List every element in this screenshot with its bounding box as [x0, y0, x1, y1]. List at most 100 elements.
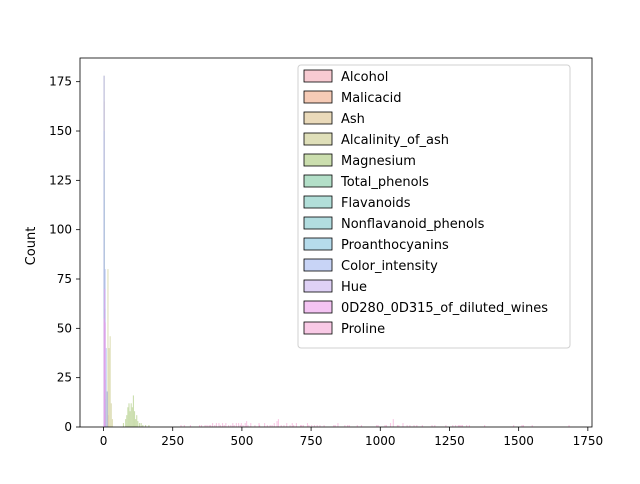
y-tick-label-75: 75 [57, 272, 72, 286]
bar-Proline-70 [392, 419, 394, 427]
series-Hue [103, 75, 105, 427]
bar-Proline-4 [200, 425, 203, 427]
x-tick-label-750: 750 [300, 434, 323, 448]
legend-swatch-Nonflavanoid_phenols [303, 216, 333, 230]
bar-Proline-81 [445, 425, 447, 427]
bar-Proline-3 [199, 425, 201, 427]
bar-Proline-89 [468, 425, 470, 427]
bar-Proline-8 [210, 425, 212, 427]
bar-Proline-36 [271, 425, 273, 427]
bar-Proline-67 [384, 425, 386, 427]
bar-Proline-32 [259, 425, 261, 427]
legend-label-Color_intensity: Color_intensity [341, 259, 438, 274]
plot-frame [79, 57, 593, 428]
legend-label-Proline: Proline [341, 322, 385, 337]
bar-Proline-37 [273, 423, 275, 427]
bar-Proline-16 [225, 423, 227, 427]
legend-swatch-Alcohol [303, 69, 333, 83]
y-tick-label-50: 50 [57, 321, 72, 335]
axes-layer: 0 250 500 750 1000 1250 1500 1750 0 25 50 75 100 125 1… [49, 57, 603, 448]
bar-Proline-14 [221, 423, 224, 427]
bar-Proline-12 [218, 423, 220, 427]
bar-Proline-42 [286, 423, 288, 427]
x-tick-label-0: 0 [100, 434, 108, 448]
bar-Proline-22 [238, 423, 240, 427]
bar-Proline-76 [413, 425, 415, 427]
bar-Proline-26 [244, 423, 246, 427]
legend-label-Alcalinity_of_ash: Alcalinity_of_ash [341, 133, 449, 148]
y-tick-label-0: 0 [64, 420, 72, 434]
bar-Proline-83 [455, 425, 457, 427]
bar-Proline-84 [457, 425, 459, 427]
legend-label-Malicacid: Malicacid [341, 91, 402, 106]
bar-Magnesium-6 [130, 403, 132, 427]
bar-Proline-15 [223, 425, 225, 427]
bar-Proline-52 [311, 425, 313, 427]
bar-Magnesium-4 [128, 403, 130, 427]
legend-swatch-Color_intensity [303, 258, 333, 272]
bar-Proline-10 [214, 425, 216, 427]
bar-Proline-61 [347, 425, 349, 427]
y-axis-label: Count [24, 227, 39, 266]
bar-Proline-62 [348, 425, 350, 427]
bar-Proline-41 [283, 425, 285, 427]
bar-Proline-19 [232, 423, 234, 427]
legend-label-Proanthocyanins: Proanthocyanins [341, 238, 449, 253]
legend-box [297, 64, 571, 349]
bar-Proline-75 [409, 425, 411, 427]
bar-Proline-57 [333, 425, 335, 427]
bar-Proline-7 [208, 425, 210, 427]
bar-Magnesium-3 [127, 407, 129, 427]
bar-Proline-93 [522, 425, 524, 427]
bar-Proline-51 [308, 425, 310, 427]
bar-Proline-29 [250, 423, 252, 427]
legend-swatch-0D280_0D315_of_diluted_wines [303, 300, 333, 314]
bar-Magnesium-1 [125, 419, 127, 427]
bar-Magnesium-5 [129, 411, 131, 427]
bar-Proline-50 [306, 423, 309, 427]
bar-Magnesium-2 [126, 415, 128, 427]
y-tick-label-150: 150 [49, 124, 72, 138]
bar-Proline-21 [235, 423, 237, 427]
bar-Proline-80 [434, 425, 436, 427]
bar-Magnesium-14 [140, 423, 142, 427]
x-tick-label-500: 500 [230, 434, 253, 448]
bar-Magnesium-15 [142, 425, 144, 427]
bar-Color_intensity-2 [105, 348, 107, 427]
bar-Proline-56 [323, 425, 325, 427]
bar-Proline-69 [389, 423, 392, 427]
series-Proline [180, 419, 570, 427]
legend-label-Total_phenols: Total_phenols [340, 175, 429, 190]
bar-Proline-11 [215, 423, 217, 427]
bar-Proline-40 [280, 425, 282, 427]
bar-Proline-90 [484, 425, 486, 427]
bar-Proline-82 [452, 425, 454, 427]
bar-Proline-55 [319, 425, 321, 427]
bar-Proline-25 [242, 425, 244, 427]
legend-swatch-Proline [303, 321, 333, 335]
bar-Alcalinity_of_ash-4 [110, 403, 112, 427]
bar-Magnesium-17 [148, 425, 150, 427]
bar-Hue-0 [103, 75, 105, 427]
y-tick-label-100: 100 [49, 223, 72, 237]
bar-Magnesium-16 [145, 425, 147, 427]
bar-Proline-58 [334, 425, 336, 427]
bar-Magnesium-11 [136, 415, 138, 427]
bar-Proline-46 [295, 423, 297, 427]
x-tick-label-1000: 1000 [365, 434, 396, 448]
bar-Proline-6 [206, 425, 208, 427]
series-0D280_0D315_of_diluted_wines [103, 288, 106, 427]
bar-Alcalinity_of_ash-2 [108, 348, 110, 427]
y-tick-label-25: 25 [57, 371, 72, 385]
bar-Proline-86 [460, 425, 462, 427]
bar-Proline-94 [531, 425, 533, 427]
bar-Proline-85 [459, 425, 461, 427]
legend-label-Alcohol: Alcohol [341, 70, 388, 85]
bar-Magnesium-7 [131, 407, 133, 427]
legend: Alcohol Malicacid Ash Alcalinity_of_ash Magn… [297, 64, 571, 349]
bar-Color_intensity-3 [106, 391, 108, 427]
legend-label-Ash: Ash [341, 112, 365, 127]
bar-Proline-53 [313, 425, 315, 427]
bar-Proline-18 [230, 425, 232, 427]
